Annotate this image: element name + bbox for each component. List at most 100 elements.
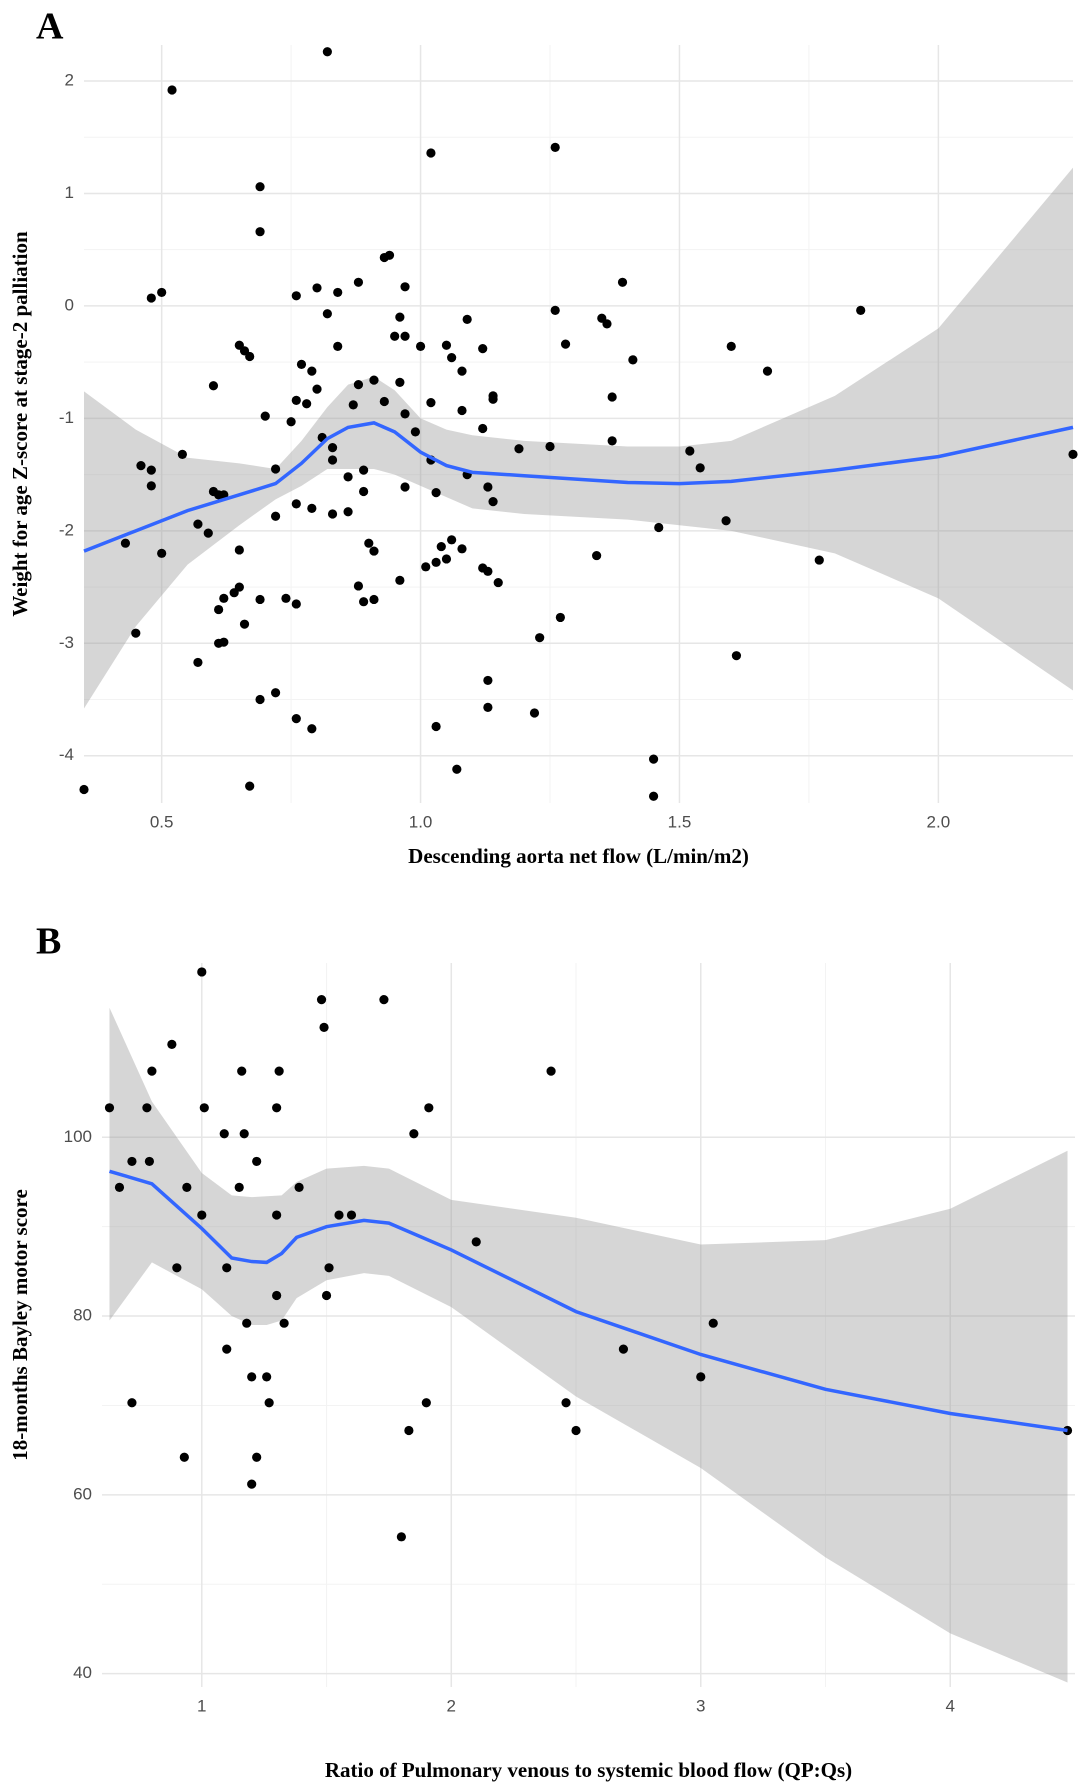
point	[426, 398, 436, 408]
point	[237, 1066, 247, 1076]
y-tick-label: 80	[73, 1306, 92, 1325]
point	[731, 651, 742, 661]
point	[483, 675, 493, 686]
point	[333, 341, 343, 352]
point	[471, 1237, 481, 1247]
point	[607, 392, 617, 402]
point	[685, 446, 695, 456]
point	[131, 628, 141, 638]
point	[208, 381, 219, 391]
point	[346, 1210, 357, 1220]
point	[219, 637, 229, 647]
point	[648, 754, 659, 764]
point	[302, 399, 312, 409]
point	[193, 519, 203, 529]
point	[316, 995, 327, 1005]
point	[379, 995, 389, 1005]
point	[424, 1103, 434, 1113]
x-tick-label: 1	[197, 1696, 206, 1715]
point	[279, 1318, 289, 1328]
x-tick-label: 4	[946, 1696, 955, 1715]
y-tick-label: -2	[59, 520, 74, 539]
point	[294, 1182, 304, 1192]
point	[247, 1372, 257, 1382]
y-tick-label: 60	[73, 1484, 92, 1503]
point	[147, 1066, 157, 1076]
point	[291, 499, 301, 509]
point	[272, 1210, 282, 1220]
point	[426, 148, 436, 158]
point	[400, 282, 410, 292]
point	[307, 503, 317, 513]
point	[291, 291, 301, 301]
point	[359, 597, 369, 607]
point	[364, 538, 374, 548]
point	[146, 481, 156, 491]
point	[79, 784, 89, 795]
point	[193, 657, 203, 668]
point	[296, 359, 307, 369]
point	[114, 1182, 125, 1192]
point	[146, 293, 156, 303]
point	[172, 1263, 182, 1273]
point	[177, 449, 187, 459]
point	[369, 546, 379, 556]
point	[431, 488, 441, 498]
point	[270, 511, 281, 521]
point	[545, 441, 555, 452]
point	[353, 380, 364, 390]
point	[219, 593, 229, 603]
point	[561, 1398, 571, 1408]
point	[457, 405, 467, 416]
confidence-band	[84, 167, 1073, 709]
point	[203, 528, 213, 538]
point	[312, 384, 322, 394]
point	[493, 577, 503, 588]
point	[167, 1039, 177, 1049]
point	[488, 496, 498, 507]
y-tick-label: -3	[59, 633, 74, 652]
point	[239, 619, 250, 629]
point	[322, 47, 332, 57]
y-tick-label: 0	[65, 295, 74, 314]
y-tick-label: 1	[65, 183, 74, 202]
point	[431, 557, 441, 567]
point	[343, 507, 353, 517]
x-tick-label: 2.0	[927, 812, 951, 831]
point	[390, 331, 400, 341]
point	[222, 1344, 232, 1354]
point	[395, 377, 405, 387]
point	[400, 409, 410, 419]
point	[281, 593, 291, 603]
point	[157, 287, 167, 298]
y-tick-label: 2	[65, 70, 74, 89]
y-tick-label: 100	[64, 1127, 92, 1146]
point	[234, 1182, 244, 1192]
point	[762, 366, 773, 376]
point	[291, 714, 301, 724]
y-tick-label: -4	[59, 745, 74, 764]
point	[447, 353, 457, 363]
point	[264, 1398, 274, 1408]
x-tick-label: 3	[696, 1696, 705, 1715]
point	[343, 472, 353, 482]
point	[602, 319, 612, 329]
point	[421, 562, 431, 572]
point	[327, 443, 338, 453]
point	[353, 581, 364, 591]
y-axis-title: Weight for age Z-score at stage-2 pallia…	[8, 231, 32, 617]
point	[247, 1479, 257, 1489]
point	[696, 1372, 706, 1382]
confidence-band	[109, 1007, 1068, 1683]
point	[1068, 449, 1078, 459]
point	[395, 575, 405, 585]
point	[628, 355, 638, 365]
point	[291, 599, 301, 609]
point	[104, 1103, 115, 1113]
smooth-line	[83, 421, 1074, 553]
point	[234, 545, 244, 555]
point	[274, 1066, 284, 1076]
point	[396, 1532, 406, 1542]
point	[654, 522, 664, 533]
point	[592, 550, 602, 561]
